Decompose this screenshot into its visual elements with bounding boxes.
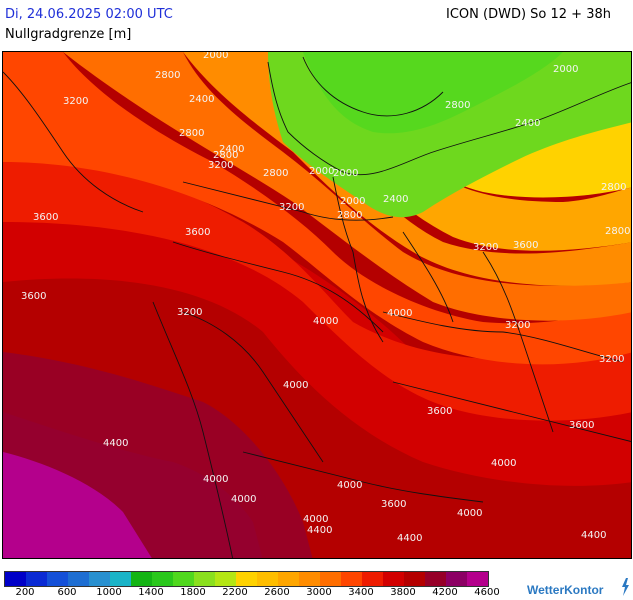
band-1800	[303, 52, 563, 134]
contour-label: 4000	[231, 494, 256, 505]
scale-tick-label: 4200	[432, 587, 458, 598]
scale-tick-label: 1800	[180, 587, 206, 598]
scale-tick-label: 200	[15, 587, 35, 598]
coastline-borders	[3, 56, 631, 558]
scale-swatch	[278, 572, 299, 586]
contour-label: 3200	[177, 307, 202, 318]
scale-swatch	[362, 572, 383, 586]
contour-label: 2800	[337, 210, 362, 221]
scale-swatch	[173, 572, 194, 586]
scale-swatch	[152, 572, 173, 586]
scale-swatch	[257, 572, 278, 586]
scale-swatch	[26, 572, 47, 586]
contour-label: 3200	[505, 320, 530, 331]
contour-label: 4000	[457, 508, 482, 519]
contour-label: 3200	[279, 202, 304, 213]
band-4800	[3, 452, 152, 558]
scale-swatch	[89, 572, 110, 586]
scale-tick-label: 2200	[222, 587, 248, 598]
wetterkontor-logo-icon	[622, 578, 629, 596]
scale-tick-label: 3800	[390, 587, 416, 598]
scale-swatch	[446, 572, 467, 586]
scale-tick-label: 2600	[264, 587, 290, 598]
contour-label: 3600	[427, 406, 452, 417]
contour-label: 3600	[569, 420, 594, 431]
model-run-label: ICON (DWD) So 12 + 38h	[446, 7, 611, 22]
scale-swatch	[467, 572, 488, 586]
scale-tick-label: 3400	[348, 587, 374, 598]
contour-label: 3600	[381, 499, 406, 510]
contour-label: 2400	[383, 194, 408, 205]
band-3600	[3, 142, 631, 421]
contour-label: 4000	[313, 316, 338, 327]
scale-swatch	[320, 572, 341, 586]
contour-label: 2400	[515, 118, 540, 129]
scale-swatch	[425, 572, 446, 586]
contour-label: 3200	[208, 160, 233, 171]
contour-label: 3600	[33, 212, 58, 223]
parameter-title: Nullgradgrenze [m]	[5, 27, 132, 42]
contour-label: 2800	[445, 100, 470, 111]
color-scale-bar	[4, 571, 489, 587]
band-3400	[3, 52, 631, 365]
contour-label: 2000	[340, 196, 365, 207]
contour-label: 3200	[63, 96, 88, 107]
contour-label: 4000	[387, 308, 412, 319]
contour-label: 3600	[21, 291, 46, 302]
scale-swatch	[299, 572, 320, 586]
contour-label: 2000	[309, 166, 334, 177]
scale-tick-label: 1000	[96, 587, 122, 598]
contour-label: 3200	[473, 242, 498, 253]
contour-label: 3600	[513, 240, 538, 251]
contour-label: 4400	[397, 533, 422, 544]
scale-swatch	[236, 572, 257, 586]
contour-label: 2800	[605, 226, 630, 237]
scale-swatch	[68, 572, 89, 586]
band-3200	[63, 52, 631, 321]
forecast-datetime: Di, 24.06.2025 02:00 UTC	[5, 7, 173, 22]
scale-swatch	[341, 572, 362, 586]
scale-swatch	[47, 572, 68, 586]
contour-label: 4400	[103, 438, 128, 449]
contour-label: 2800	[263, 168, 288, 179]
contour-label: 2400	[189, 94, 214, 105]
contour-label: 4000	[491, 458, 516, 469]
scale-swatch	[404, 572, 425, 586]
contour-label: 2800	[601, 182, 626, 193]
scale-swatch	[110, 572, 131, 586]
freezing-level-map: 2000 2800 3200 2400 2800 2800 3200 2400 2800 2000…	[2, 51, 632, 559]
scale-tick-label: 3000	[306, 587, 332, 598]
scale-swatch	[131, 572, 152, 586]
contour-label: 4000	[203, 474, 228, 485]
contour-label: 2800	[179, 128, 204, 139]
contour-label: 4000	[337, 480, 362, 491]
contour-label: 2800	[213, 150, 238, 161]
contour-label: 2400	[219, 144, 244, 155]
scale-swatch	[5, 572, 26, 586]
scale-tick-label: 4600	[474, 587, 500, 598]
contour-label: 4000	[303, 514, 328, 525]
contour-label: 3600	[185, 227, 210, 238]
contour-label: 4400	[307, 525, 332, 536]
scale-swatch	[215, 572, 236, 586]
contour-label: 3200	[599, 354, 624, 365]
contour-label: 2000	[333, 168, 358, 179]
scale-swatch	[194, 572, 215, 586]
scale-tick-label: 600	[57, 587, 77, 598]
contour-label: 2000	[553, 64, 578, 75]
contour-label: 2800	[155, 70, 180, 81]
scale-tick-label: 1400	[138, 587, 164, 598]
contour-label: 2000	[203, 52, 228, 61]
scale-swatch	[383, 572, 404, 586]
brand-name: WetterKontor	[527, 583, 604, 597]
contour-label: 4000	[283, 380, 308, 391]
contour-label: 4400	[581, 530, 606, 541]
